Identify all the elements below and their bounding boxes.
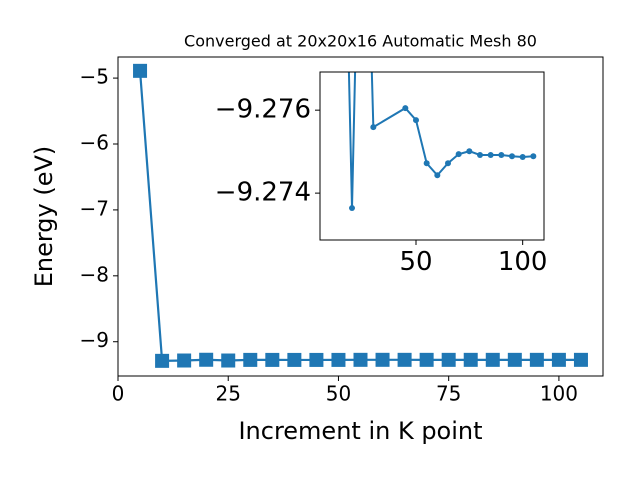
- data-point: [349, 205, 355, 212]
- data-point: [177, 353, 192, 368]
- data-point: [221, 353, 236, 368]
- data-point: [530, 153, 537, 160]
- data-point: [551, 352, 566, 367]
- y-tick-label: −6: [80, 131, 109, 155]
- data-point: [331, 352, 346, 367]
- y-tick-label: −9: [80, 328, 109, 352]
- x-tick-label: 100: [498, 247, 548, 277]
- data-point: [155, 353, 170, 368]
- x-tick-label: 100: [540, 382, 578, 406]
- data-point: [353, 352, 368, 367]
- data-point: [413, 117, 419, 124]
- axes-frame: [319, 71, 545, 241]
- y-tick-label: −7: [80, 196, 109, 220]
- data-point: [445, 160, 451, 167]
- data-point: [441, 352, 456, 367]
- data-point: [287, 352, 302, 367]
- data-point: [573, 352, 588, 367]
- data-point: [370, 124, 377, 131]
- x-tick-label: 0: [112, 382, 125, 406]
- x-tick-label: 75: [436, 382, 461, 406]
- y-tick-label: −8: [80, 262, 109, 286]
- plot-data: [133, 63, 588, 368]
- data-point: [519, 154, 526, 161]
- data-point: [477, 151, 483, 158]
- data-point: [265, 352, 280, 367]
- y-axis-label: Energy (eV): [30, 146, 58, 288]
- data-point: [434, 172, 441, 179]
- x-tick-label: 50: [326, 382, 351, 406]
- data-point: [402, 105, 409, 112]
- data-point: [455, 151, 462, 158]
- data-point: [463, 352, 478, 367]
- data-point: [509, 153, 515, 160]
- x-tick-label: 25: [216, 382, 241, 406]
- axes-frame: [117, 56, 604, 377]
- data-point: [507, 352, 522, 367]
- data-point: [199, 352, 214, 367]
- chart-title: Converged at 20x20x16 Automatic Mesh 80: [184, 32, 537, 51]
- data-point: [243, 352, 258, 367]
- plot-data: [347, 72, 537, 212]
- y-tick-label: −9.274: [215, 178, 311, 208]
- data-point: [375, 352, 390, 367]
- data-point: [487, 151, 494, 158]
- data-point: [423, 160, 430, 167]
- data-point: [309, 352, 324, 367]
- data-point: [133, 63, 148, 78]
- data-point: [397, 352, 412, 367]
- data-point: [485, 352, 500, 367]
- data-point: [529, 352, 544, 367]
- x-axis-label: Increment in K point: [238, 417, 482, 445]
- y-tick-label: −5: [80, 65, 109, 89]
- data-point: [466, 148, 473, 155]
- x-tick-label: 50: [399, 247, 432, 277]
- data-point: [419, 352, 434, 367]
- y-tick-label: −9.276: [215, 95, 311, 125]
- data-point: [498, 151, 505, 158]
